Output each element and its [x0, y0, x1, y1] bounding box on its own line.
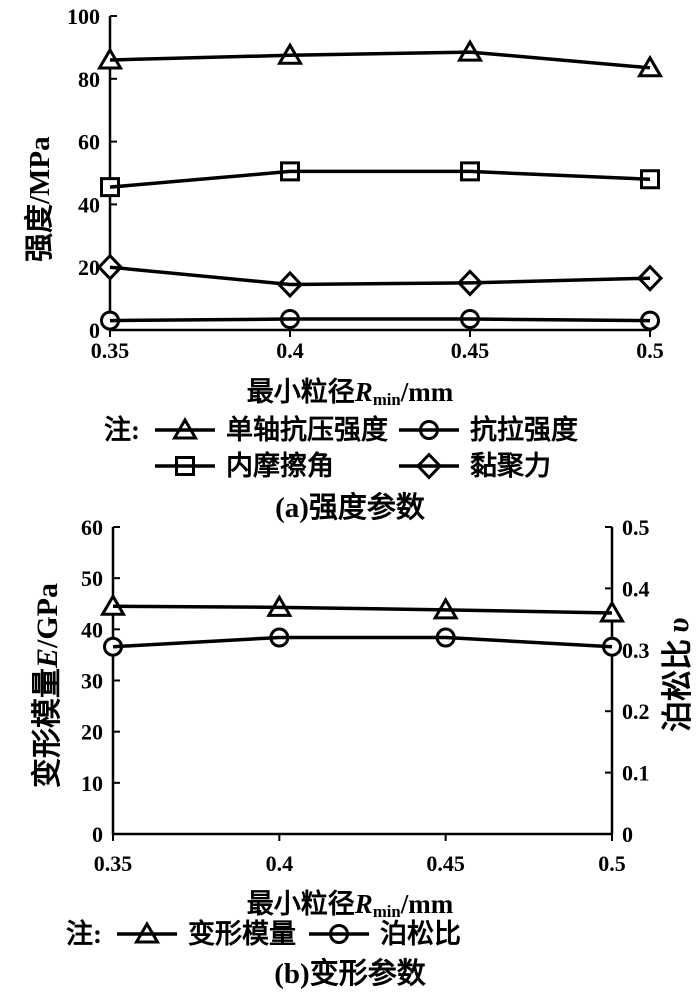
xaxis-title-sub: min	[372, 390, 401, 409]
chart-a-xaxis-title: 最小粒径Rmin/mm	[0, 370, 700, 410]
right-y-tick-label: 0.4	[622, 576, 650, 601]
x-tick-label: 0.4	[266, 851, 294, 876]
y-tick-label: 80	[78, 67, 100, 92]
y-tick-label: 60	[81, 515, 103, 540]
legend-entry-circle: 抗拉强度	[398, 414, 578, 446]
xaxis-title-suffix: /mm	[400, 889, 454, 919]
series-circle	[100, 309, 660, 331]
xaxis-title-sub: min	[372, 902, 401, 921]
axis-lines	[111, 527, 612, 836]
right-y-tick-label: 0.3	[622, 638, 650, 663]
series-triangle	[96, 39, 664, 78]
circle-legend-symbol	[399, 420, 459, 440]
left-yaxis-title-suffix: /GPa	[31, 582, 64, 648]
legend-note: 注:	[66, 919, 102, 949]
legend-entry-diamond: 黏聚力	[398, 450, 551, 482]
y-tick-label: 20	[78, 255, 100, 280]
x-tick-label: 0.45	[426, 851, 465, 876]
left-yaxis-title-prefix: 变形模量	[31, 668, 64, 788]
series-square	[100, 161, 660, 198]
legend-row: 单轴抗压强度 抗拉强度	[154, 412, 590, 448]
y-tick-label: 40	[81, 617, 103, 642]
xaxis-title-var: R	[354, 889, 373, 919]
y-tick-label: 0	[92, 822, 103, 847]
series-line	[112, 604, 613, 615]
series-line	[109, 317, 651, 323]
y-tick-label: 60	[78, 130, 100, 155]
chart-b-caption: (b)变形参数	[274, 958, 426, 990]
legend-entry-triangle: 单轴抗压强度	[154, 414, 388, 446]
y-tick-label: 40	[78, 192, 100, 217]
right-y-tick-label: 0.1	[622, 761, 650, 786]
chart-a-caption: (a)强度参数	[275, 492, 425, 524]
series-line	[109, 169, 651, 189]
y-tick-label: 30	[81, 669, 103, 694]
legend-label: 内摩擦角	[226, 451, 334, 481]
legend-label: 抗拉强度	[470, 415, 578, 445]
x-tick-label: 0.35	[94, 851, 133, 876]
series-line	[112, 635, 613, 649]
xaxis-title-prefix: 最小粒径	[246, 377, 355, 407]
legend-entry-circle: 泊松比	[308, 918, 461, 950]
x-tick-label: 0.5	[636, 338, 664, 363]
diamond-legend-symbol	[399, 452, 459, 480]
square-legend-symbol	[155, 456, 215, 476]
legend-label: 泊松比	[380, 919, 461, 949]
x-tick-label: 0.4	[276, 338, 304, 363]
chart-a-legend: 注: 单轴抗压强度 抗拉强度内摩擦角 黏聚力	[104, 412, 590, 484]
right-yaxis-title-prefix: 泊松比	[660, 639, 695, 732]
legend-label: 黏聚力	[470, 451, 551, 481]
chart-b-right-yaxis-title: 泊松比 υ	[652, 618, 697, 732]
legend-label: 变形模量	[188, 919, 296, 949]
x-tick-label: 0.35	[91, 338, 130, 363]
x-tick-label: 0.5	[598, 851, 626, 876]
chart-a-plot: 0 20 40 60 80 100 0.35 0.4 0.45 0.5	[67, 4, 664, 363]
series-line	[109, 265, 651, 287]
legend-row: 内摩擦角 黏聚力	[154, 448, 590, 484]
legend-label: 单轴抗压强度	[226, 415, 388, 445]
y-tick-label: 100	[67, 4, 100, 29]
legend-entry-triangle: 变形模量	[116, 918, 296, 950]
chart-a-legend-rows: 单轴抗压强度 抗拉强度内摩擦角 黏聚力	[154, 412, 590, 484]
circle-legend-symbol	[309, 924, 369, 944]
xaxis-title-suffix: /mm	[400, 377, 454, 407]
right-y-tick-label: 0.2	[622, 699, 650, 724]
chart-b-xaxis-title: 最小粒径Rmin/mm	[0, 882, 700, 922]
chart-a-yaxis-title-text: 强度/MPa	[24, 136, 56, 262]
chart-b-legend: 注: 变形模量 泊松比	[66, 916, 473, 952]
xaxis-title-var: R	[354, 377, 373, 407]
legend-note: 注:	[104, 415, 140, 445]
legend-row: 变形模量 泊松比	[116, 916, 473, 952]
chart-b-left-yaxis-title: 变形模量E/GPa	[22, 583, 66, 788]
right-y-tick-label: 0	[622, 822, 633, 847]
right-y-tick-label: 0.5	[622, 515, 650, 540]
chart-a-yaxis-title: 强度/MPa	[16, 136, 58, 262]
legend-entry-square: 内摩擦角	[154, 450, 386, 482]
y-tick-label: 10	[81, 771, 103, 796]
x-tick-label: 0.45	[451, 338, 490, 363]
y-tick-label: 20	[81, 720, 103, 745]
xaxis-title-prefix: 最小粒径	[246, 889, 355, 919]
chart-b-legend-rows: 变形模量 泊松比	[116, 916, 473, 952]
left-yaxis-title-var: E	[31, 647, 64, 668]
series-triangle	[99, 593, 626, 623]
y-tick-label: 0	[89, 318, 100, 343]
series-circle	[103, 627, 622, 657]
triangle-legend-symbol	[117, 921, 177, 944]
triangle-legend-symbol	[155, 417, 215, 440]
series-line	[109, 50, 651, 70]
chart-b-plot: 0 10 20 30 40 50 60 0 0.1 0.2 0.3 0.4 0.5 0.35 0.4 0.45…	[81, 515, 650, 876]
series-diamond	[96, 253, 664, 299]
y-tick-label: 50	[81, 566, 103, 591]
right-yaxis-title-var: υ	[660, 617, 695, 633]
